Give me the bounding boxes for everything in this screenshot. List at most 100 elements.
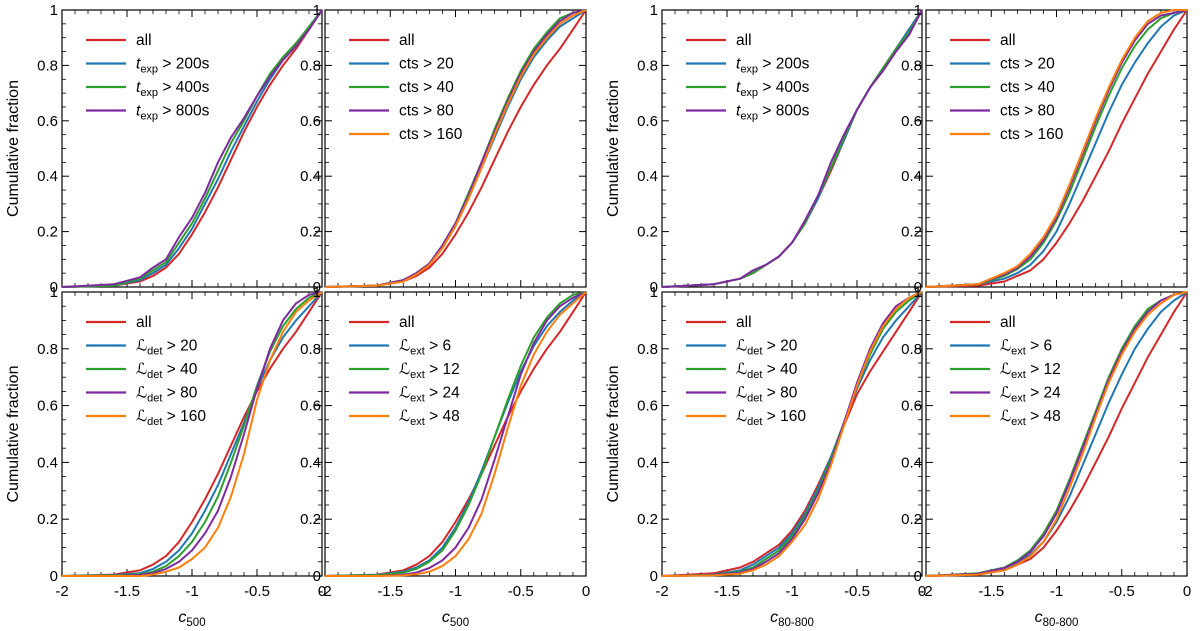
x-tick-label: 0 xyxy=(582,583,590,600)
panel-cts-c80-800: 0 0.2 0.4 0.6 0.8 1 all cts > 20 cts > 40 cts > 8… xyxy=(901,2,1188,296)
series-line xyxy=(324,291,587,577)
x-tick-label: -2 xyxy=(55,583,68,600)
y-tick-label: 1 xyxy=(650,2,658,19)
legend-label: texp > 200s xyxy=(136,56,210,76)
series-line xyxy=(661,9,923,288)
y-tick-label: 1 xyxy=(914,2,922,19)
y-tick-label: 0.6 xyxy=(37,113,58,130)
y-tick-label: 0 xyxy=(313,568,321,585)
y-tick-label: 0.4 xyxy=(637,454,658,471)
legend-label: texp > 400s xyxy=(136,79,210,99)
series-line xyxy=(925,9,1188,288)
x-tick-label: -0.5 xyxy=(844,583,870,600)
series-line xyxy=(661,9,923,288)
series-line xyxy=(324,9,587,288)
legend-label: all xyxy=(1000,314,1016,331)
series-line xyxy=(661,291,923,577)
x-tick-label: 0 xyxy=(918,583,926,600)
x-tick-label: -1.5 xyxy=(114,583,140,600)
series-line xyxy=(925,291,1188,577)
x-tick-label: -1 xyxy=(185,583,198,600)
legend-label: cts > 160 xyxy=(1000,126,1064,143)
legend-label: ℒext > 6 xyxy=(1000,338,1052,358)
x-tick-label: -1.5 xyxy=(377,583,403,600)
legend-label: cts > 160 xyxy=(399,126,463,143)
legend-label: all xyxy=(736,32,752,49)
x-tick-label: -1 xyxy=(785,583,798,600)
legend-label: cts > 40 xyxy=(399,79,454,96)
legend-label: ℒdet > 160 xyxy=(736,408,806,428)
y-tick-label: 1 xyxy=(313,284,321,301)
y-tick-label: 0.6 xyxy=(637,398,658,415)
legend-label: all xyxy=(399,314,415,331)
y-tick-label: 0.2 xyxy=(637,511,658,528)
axes-frame xyxy=(925,9,1188,288)
x-axis-title: c80-800 xyxy=(770,609,814,629)
legend-label: cts > 20 xyxy=(399,56,454,73)
legend-label: all xyxy=(736,314,752,331)
y-tick-label: 0.2 xyxy=(901,224,922,241)
x-tick-label: -1.5 xyxy=(714,583,740,600)
legend-label: texp > 800s xyxy=(136,103,210,123)
legend-label: ℒext > 12 xyxy=(399,361,460,381)
x-tick-label: -0.5 xyxy=(508,583,534,600)
y-tick-label: 0 xyxy=(914,568,922,585)
x-tick-label: -2 xyxy=(655,583,668,600)
y-tick-label: 0.6 xyxy=(637,113,658,130)
legend-label: ℒext > 24 xyxy=(1000,385,1061,405)
x-tick-label: -1 xyxy=(449,583,462,600)
x-tick-label: 0 xyxy=(318,583,326,600)
panel-exp-c500: 0 0.2 0.4 0.6 0.8 1 all texp > 200s texp > 400s t… xyxy=(5,2,323,296)
x-tick-label: 0 xyxy=(1183,583,1191,600)
axes-frame xyxy=(324,291,587,577)
series-line xyxy=(661,291,923,577)
y-tick-label: 0.8 xyxy=(37,341,58,358)
series-line xyxy=(661,9,923,288)
x-axis-title: c500 xyxy=(442,609,469,629)
legend-label: ℒext > 24 xyxy=(399,385,460,405)
series-line xyxy=(925,291,1188,577)
x-tick-label: -2 xyxy=(318,583,331,600)
legend-label: ℒdet > 80 xyxy=(136,385,198,405)
series-line xyxy=(61,9,323,288)
y-tick-label: 0.8 xyxy=(637,57,658,74)
x-tick-label: -1 xyxy=(1050,583,1063,600)
y-tick-label: 1 xyxy=(914,284,922,301)
y-tick-label: 0.8 xyxy=(300,341,321,358)
series-line xyxy=(925,9,1188,288)
series-line xyxy=(61,9,323,288)
y-tick-label: 0 xyxy=(650,279,658,296)
y-tick-label: 0 xyxy=(50,568,58,585)
series-line xyxy=(925,291,1188,577)
series-line xyxy=(661,291,923,577)
y-tick-label: 0.4 xyxy=(37,168,58,185)
series-line xyxy=(324,291,587,577)
y-tick-label: 0.4 xyxy=(37,454,58,471)
series-line xyxy=(925,291,1188,577)
y-tick-label: 0 xyxy=(914,279,922,296)
legend-label: ℒext > 12 xyxy=(1000,361,1061,381)
legend-label: cts > 80 xyxy=(399,103,454,120)
legend-label: ℒdet > 40 xyxy=(136,361,198,381)
y-tick-label: 0.8 xyxy=(37,57,58,74)
legend-label: ℒdet > 20 xyxy=(136,338,198,358)
legend-label: ℒdet > 160 xyxy=(136,408,206,428)
y-axis-title: Cumulative fraction xyxy=(5,80,22,217)
legend-label: ℒdet > 40 xyxy=(736,361,798,381)
y-tick-label: 1 xyxy=(50,2,58,19)
legend-label: texp > 400s xyxy=(736,79,810,99)
series-line xyxy=(61,291,323,577)
series-line xyxy=(61,9,323,288)
y-tick-label: 0.4 xyxy=(901,168,922,185)
axes-frame xyxy=(925,291,1188,577)
y-tick-label: 0.2 xyxy=(300,511,321,528)
y-tick-label: 0.6 xyxy=(300,113,321,130)
series-line xyxy=(61,291,323,577)
series-line xyxy=(324,9,587,288)
y-tick-label: 1 xyxy=(50,284,58,301)
y-tick-label: 0.8 xyxy=(901,341,922,358)
x-axis-title: c80-800 xyxy=(1035,609,1079,629)
legend-label: all xyxy=(136,314,152,331)
